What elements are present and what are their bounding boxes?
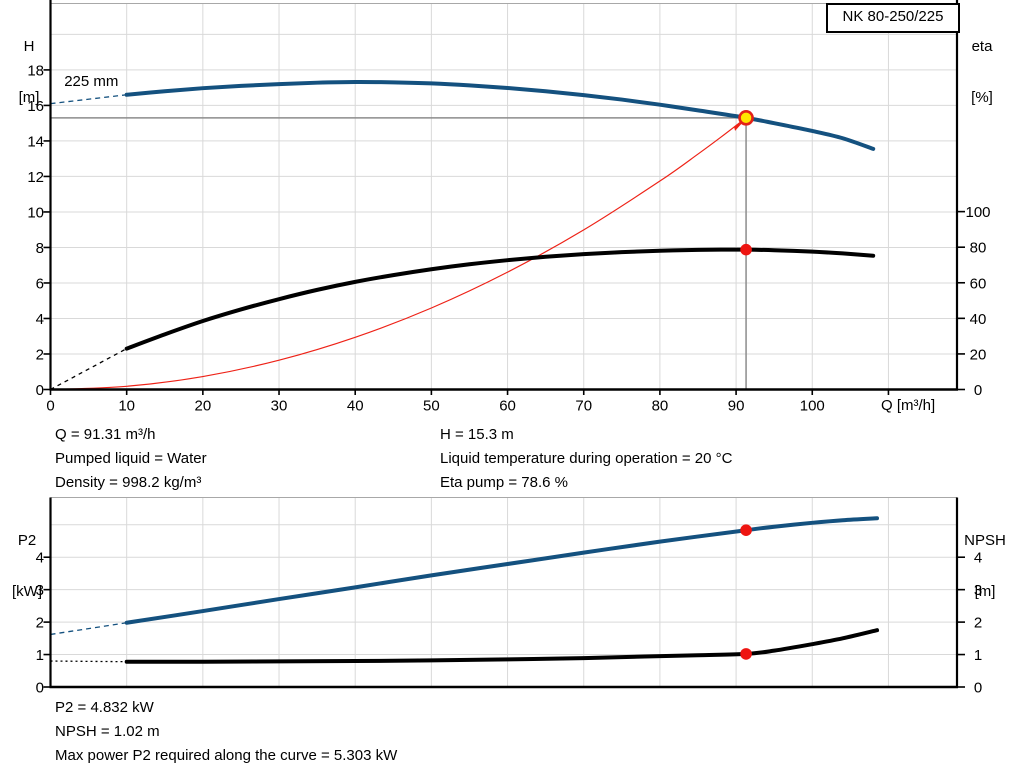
head-value: H = 15.3 m bbox=[440, 426, 514, 443]
right-tick-label: 0 bbox=[974, 382, 982, 399]
impeller-diameter-label: 225 mm bbox=[64, 73, 118, 90]
left-tick-label: 3 bbox=[36, 582, 44, 599]
left-tick-label: 1 bbox=[36, 647, 44, 664]
npsh-point bbox=[740, 648, 752, 660]
qh-efficiency-chart: 0 2 4 6 8 10 12 14 16 18 0 20 40 60 80 100 0 10 20 30 40 50 60… bbox=[27, 0, 991, 415]
x-tick-label: 100 bbox=[800, 398, 825, 415]
p2-point bbox=[740, 524, 752, 537]
right-tick-label: 80 bbox=[970, 240, 987, 257]
x-tick-label: 20 bbox=[195, 398, 212, 415]
eta-axis-title-line2: [%] bbox=[971, 89, 993, 106]
npsh-axis-title-line2: [m] bbox=[974, 583, 996, 600]
h-axis-title: H [m] bbox=[10, 4, 48, 123]
p2-axis-title-line2: [kW] bbox=[12, 583, 42, 600]
h-axis-title-line1: H bbox=[23, 38, 35, 55]
right-tick-label: 1 bbox=[974, 647, 982, 664]
eta-axis-title: eta [%] bbox=[960, 4, 1004, 123]
power-npsh-chart: 0 1 2 3 4 0 1 2 3 4 bbox=[36, 497, 982, 697]
left-tick-label: 0 bbox=[36, 680, 44, 697]
pumped-liquid-value: Pumped liquid = Water bbox=[55, 450, 207, 467]
right-tick-label: 100 bbox=[965, 204, 990, 221]
x-tick-label: 70 bbox=[575, 398, 592, 415]
npsh-curve bbox=[124, 628, 880, 664]
head-curve bbox=[124, 79, 876, 151]
right-tick-label: 0 bbox=[974, 680, 982, 697]
left-tick-label: 12 bbox=[27, 169, 44, 186]
duty-point bbox=[738, 110, 754, 126]
right-tick-label: 20 bbox=[970, 346, 987, 363]
p2-axis-title-line1: P2 bbox=[17, 532, 37, 549]
x-tick-label: 60 bbox=[499, 398, 516, 415]
power-npsh-footer: P2 = 4.832 kW NPSH = 1.02 m Max power P2… bbox=[55, 696, 397, 768]
p2-axis-title: P2 [kW] bbox=[6, 498, 48, 617]
right-tick-label: 3 bbox=[974, 582, 982, 599]
npsh-curve-lead bbox=[50, 660, 127, 663]
system-curve bbox=[49, 117, 747, 391]
left-tick-label: 0 bbox=[36, 382, 44, 399]
right-tick-label: 60 bbox=[970, 275, 987, 292]
right-tick-label: 40 bbox=[970, 311, 987, 328]
eta-axis-title-line1: eta bbox=[971, 38, 993, 55]
npsh-axis-title-line1: NPSH bbox=[964, 532, 1006, 549]
x-tick-label: 40 bbox=[347, 398, 364, 415]
p2-curve bbox=[124, 516, 880, 625]
left-tick-label: 8 bbox=[36, 240, 44, 257]
left-tick-label: 16 bbox=[27, 98, 44, 115]
density-value: Density = 998.2 kg/m³ bbox=[55, 474, 202, 491]
x-tick-label: 80 bbox=[652, 398, 669, 415]
pump-model-badge: NK 80-250/225 bbox=[826, 3, 960, 33]
eta-pump-value: Eta pump = 78.6 % bbox=[440, 474, 568, 491]
x-tick-label: 90 bbox=[728, 398, 745, 415]
q-axis-title: Q [m³/h] bbox=[881, 397, 936, 414]
left-tick-label: 4 bbox=[36, 311, 44, 328]
p2-value: P2 = 4.832 kW bbox=[55, 699, 154, 716]
x-tick-label: 10 bbox=[118, 398, 135, 415]
flow-value: Q = 91.31 m³/h bbox=[55, 426, 156, 443]
max-power-value: Max power P2 required along the curve = … bbox=[55, 747, 398, 764]
left-tick-label: 2 bbox=[36, 346, 44, 363]
left-tick-label: 2 bbox=[36, 615, 44, 632]
liquid-temperature-value: Liquid temperature during operation = 20… bbox=[440, 450, 733, 467]
operating-data-left: Q = 91.31 m³/h Pumped liquid = Water Den… bbox=[55, 423, 207, 495]
operating-data-right: H = 15.3 m Liquid temperature during ope… bbox=[440, 423, 732, 495]
npsh-axis-title: NPSH [m] bbox=[958, 498, 1012, 617]
efficiency-curve bbox=[124, 247, 876, 351]
efficiency-curve-lead bbox=[50, 348, 127, 391]
x-tick-label: 50 bbox=[423, 398, 440, 415]
left-tick-label: 6 bbox=[36, 275, 44, 292]
left-tick-label: 10 bbox=[27, 204, 44, 221]
left-tick-label: 14 bbox=[27, 133, 44, 150]
x-tick-label: 0 bbox=[46, 398, 54, 415]
h-axis-title-line2: [m] bbox=[18, 89, 40, 106]
p2-curve-lead bbox=[50, 622, 127, 636]
left-tick-label: 4 bbox=[36, 550, 44, 567]
head-curve-lead bbox=[50, 94, 127, 105]
efficiency-point bbox=[740, 243, 752, 256]
right-tick-label: 4 bbox=[974, 550, 982, 567]
npsh-value: NPSH = 1.02 m bbox=[55, 723, 160, 740]
left-tick-label: 18 bbox=[27, 62, 44, 79]
x-tick-label: 30 bbox=[271, 398, 288, 415]
right-tick-label: 2 bbox=[974, 615, 982, 632]
